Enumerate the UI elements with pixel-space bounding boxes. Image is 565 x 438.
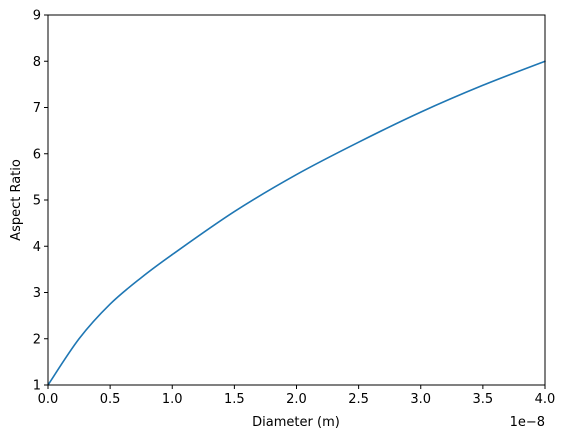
y-axis-label: Aspect Ratio [9, 159, 24, 241]
series-line-0 [47, 60, 546, 386]
axes-layer: 0.0 0.5 1.0 1.5 2.0 2.5 3.0 3.5 4.0 1 2 3 4 5 6 7 8 9 [33, 9, 556, 408]
x-tick-label: 1.5 [224, 392, 245, 407]
x-tick-label: 2.0 [286, 392, 307, 407]
y-tick-label: 6 [33, 147, 41, 162]
labels-layer: Diameter (m) Aspect Ratio 1e−8 [9, 159, 545, 430]
y-tick-label: 9 [33, 9, 41, 24]
x-tick-label: 0.5 [100, 392, 121, 407]
y-tick-label: 2 [33, 332, 41, 347]
x-tick-label: 1.0 [162, 392, 183, 407]
plot-frame [47, 14, 546, 386]
y-tick-label: 3 [33, 286, 41, 301]
x-tick-label: 0.0 [38, 392, 59, 407]
x-axis-label: Diameter (m) [252, 415, 340, 430]
y-tick-label: 5 [33, 194, 41, 209]
x-tick-label: 3.0 [410, 392, 431, 407]
x-offset-label: 1e−8 [510, 415, 545, 430]
y-tick-label: 7 [33, 101, 41, 116]
x-tick-label: 2.5 [348, 392, 369, 407]
y-tick-label: 8 [33, 55, 41, 70]
x-tick-label: 3.5 [473, 392, 494, 407]
plot-layer [47, 60, 546, 386]
y-tick-label: 1 [33, 379, 41, 394]
x-tick-label: 4.0 [535, 392, 556, 407]
y-tick-label: 4 [33, 240, 41, 255]
